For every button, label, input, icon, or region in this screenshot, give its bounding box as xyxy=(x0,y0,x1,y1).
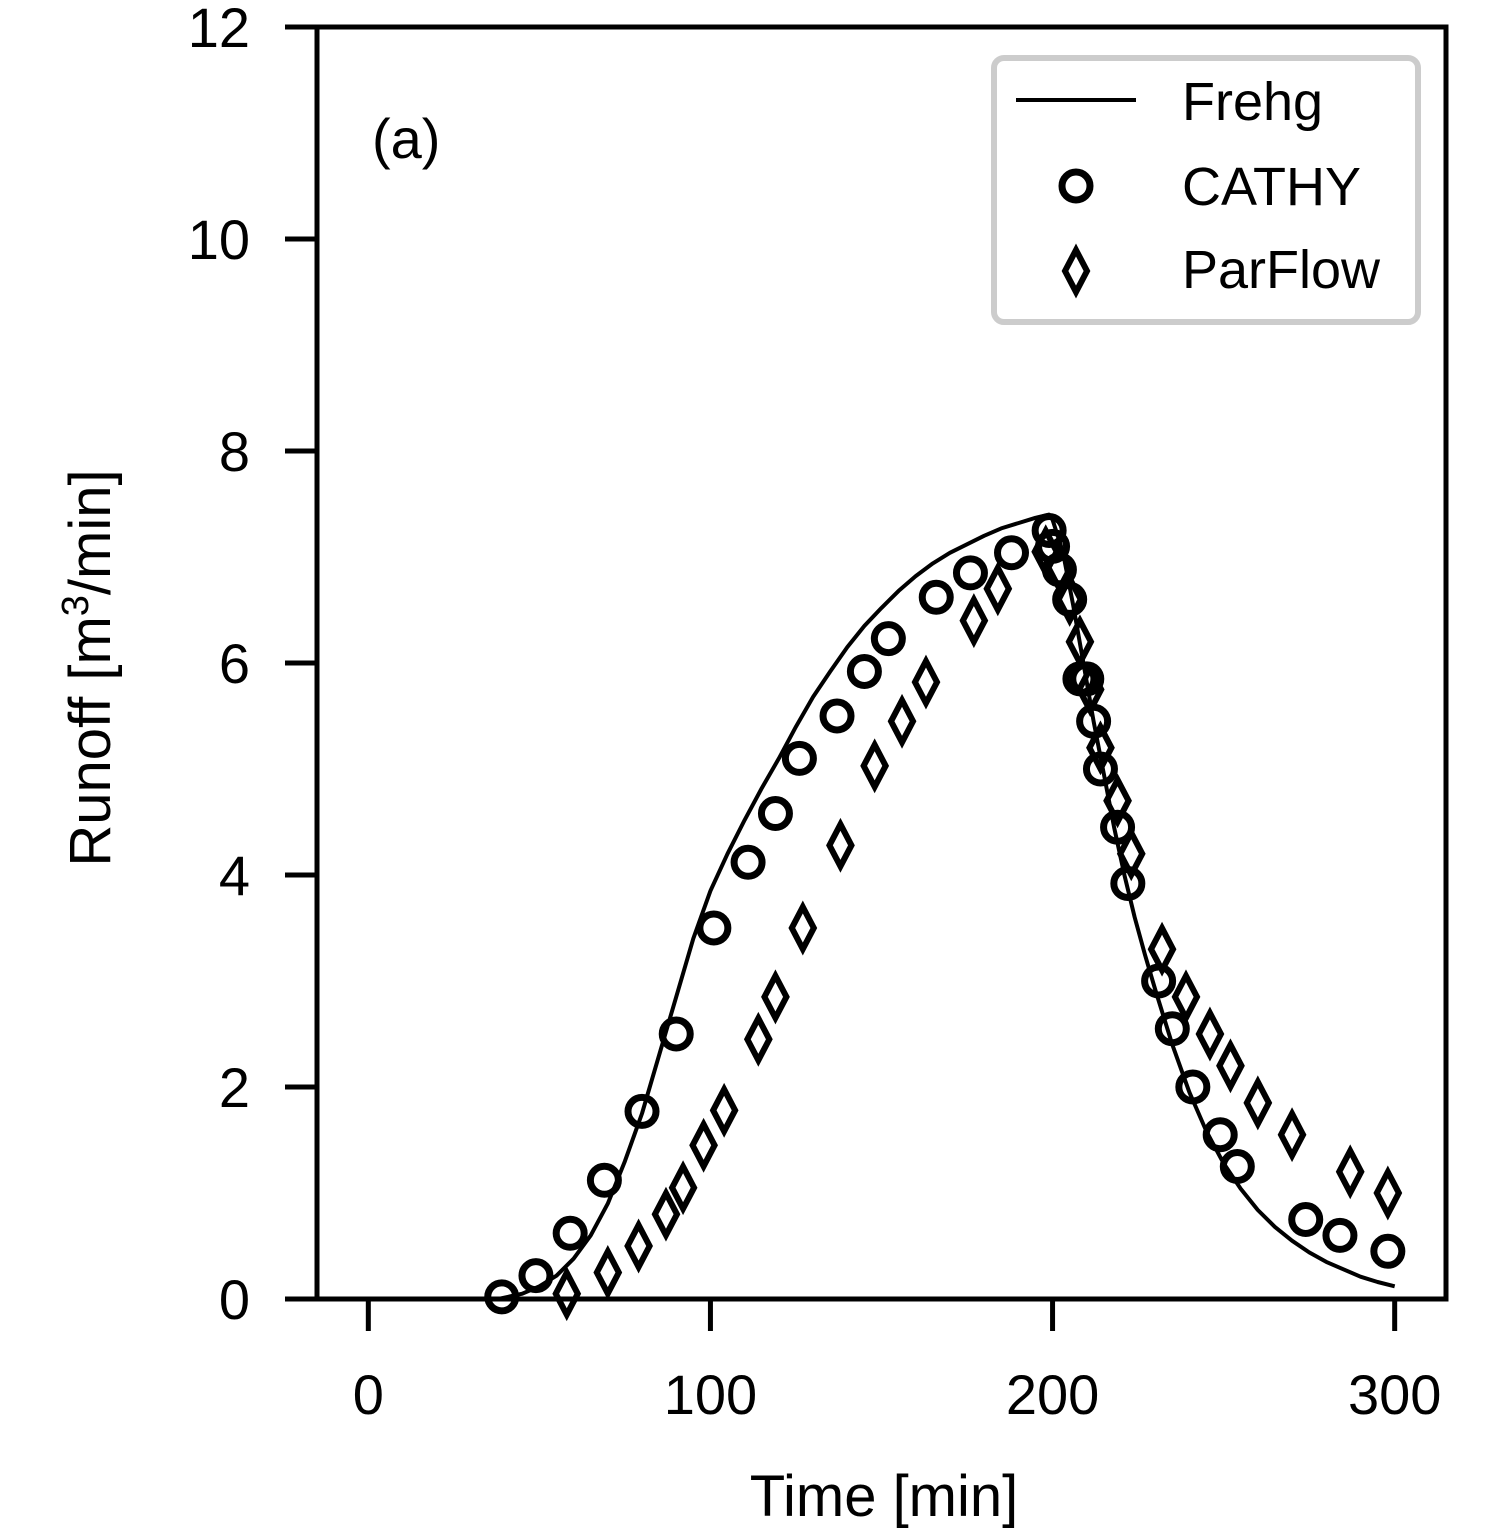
parflow-point xyxy=(860,738,890,794)
parflow-point xyxy=(552,1266,582,1322)
parflow-point xyxy=(1116,826,1146,882)
parflow-point xyxy=(1031,524,1061,580)
cathy-point xyxy=(518,1258,554,1294)
x-tick-label: 0 xyxy=(353,1363,384,1426)
y-tick-label: 4 xyxy=(219,844,250,907)
parflow-point xyxy=(743,1011,773,1067)
cathy-point xyxy=(781,740,817,776)
cathy-point xyxy=(952,555,988,591)
series-line-frehg xyxy=(497,512,1396,1301)
parflow-point xyxy=(788,900,818,956)
cathy-point xyxy=(918,579,954,615)
plot-area xyxy=(484,512,1406,1322)
y-tick-label: 6 xyxy=(219,632,250,695)
parflow-point xyxy=(1075,662,1105,717)
parflow-point xyxy=(651,1186,681,1242)
cathy-point xyxy=(994,535,1030,571)
parflow-point xyxy=(1216,1038,1245,1094)
parflow-point xyxy=(593,1245,623,1300)
parflow-point xyxy=(1171,969,1201,1025)
cathy-point xyxy=(624,1093,660,1129)
cathy-point xyxy=(757,796,793,832)
legend: Frehg CATHY ParFlow xyxy=(991,55,1421,325)
y-axis-label-superscript: 3 xyxy=(55,595,97,616)
cathy-point xyxy=(586,1162,622,1198)
cathy-point xyxy=(870,621,906,657)
parflow-point xyxy=(709,1082,739,1138)
parflow-point xyxy=(668,1160,698,1216)
parflow-point xyxy=(983,561,1013,617)
legend-label-parflow: ParFlow xyxy=(1182,240,1381,300)
cathy-point xyxy=(1175,1069,1211,1105)
y-tick-label: 10 xyxy=(188,208,250,271)
parflow-point xyxy=(826,817,855,873)
parflow-point xyxy=(1045,540,1074,596)
parflow-point xyxy=(761,969,790,1025)
parflow-point xyxy=(1065,614,1095,670)
panel-label: (a) xyxy=(372,107,440,170)
legend-frame xyxy=(991,55,1421,325)
axes: 0 100 200 300 0 2 4 6 8 10 12 xyxy=(188,0,1449,1426)
cathy-point xyxy=(552,1215,588,1251)
cathy-point xyxy=(730,844,766,880)
parflow-point xyxy=(1103,773,1132,829)
cathy-point xyxy=(1370,1233,1406,1269)
cathy-point xyxy=(819,698,855,734)
y-tick-label: 0 xyxy=(219,1268,250,1331)
parflow-point xyxy=(1277,1107,1307,1163)
parflow-point xyxy=(1243,1075,1273,1131)
cathy-point xyxy=(1219,1149,1255,1184)
cathy-point xyxy=(1031,513,1067,548)
legend-label-cathy: CATHY xyxy=(1182,157,1361,217)
cathy-point xyxy=(1069,661,1105,697)
parflow-point xyxy=(1335,1144,1365,1200)
x-tick-label: 100 xyxy=(664,1363,757,1426)
parflow-point xyxy=(911,654,941,710)
y-tick-label: 12 xyxy=(188,0,250,59)
legend-parflow-marker xyxy=(1061,243,1091,299)
legend-cathy-marker xyxy=(1058,168,1094,204)
y-axis-label-end: /min] xyxy=(58,469,123,595)
parflow-point xyxy=(887,693,917,749)
parflow-point xyxy=(959,593,989,649)
x-tick-label: 300 xyxy=(1348,1363,1441,1426)
x-tick-label: 200 xyxy=(1006,1363,1099,1426)
cathy-point xyxy=(1154,1011,1190,1047)
parflow-point xyxy=(1055,571,1085,627)
parflow-point xyxy=(689,1117,718,1173)
cathy-point xyxy=(1082,751,1118,787)
y-tick-label: 2 xyxy=(219,1056,250,1119)
y-tick-label: 8 xyxy=(219,420,250,483)
legend-label-frehg: Frehg xyxy=(1182,72,1323,132)
cathy-point xyxy=(846,653,882,689)
x-axis-label: Time [min] xyxy=(750,1464,1019,1529)
cathy-point xyxy=(1288,1202,1324,1237)
parflow-point xyxy=(1086,720,1115,776)
parflow-point xyxy=(1147,921,1177,977)
y-axis-label: Runoff [m3/min] xyxy=(55,469,123,866)
parflow-point xyxy=(1195,1006,1225,1062)
cathy-point xyxy=(1202,1117,1238,1153)
cathy-point xyxy=(1141,963,1177,999)
parflow-point xyxy=(1373,1165,1403,1221)
y-axis-label-main: Runoff [m xyxy=(58,616,123,866)
cathy-point xyxy=(658,1016,694,1052)
cathy-point xyxy=(1322,1217,1358,1253)
parflow-point xyxy=(624,1218,653,1274)
cathy-point xyxy=(696,910,732,946)
